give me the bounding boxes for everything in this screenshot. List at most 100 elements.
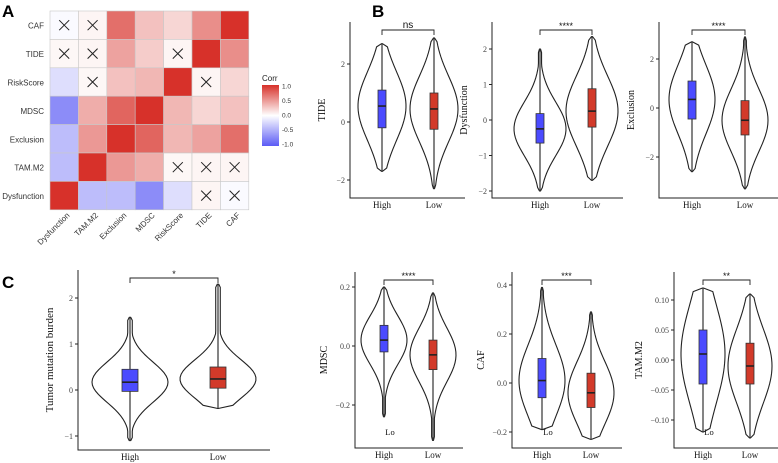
row-label: TIDE	[26, 50, 44, 59]
x-tick-label: High	[531, 200, 550, 210]
heatmap-cell	[106, 67, 136, 97]
heatmap-cell	[106, 152, 136, 182]
nonsignificant-cross-icon	[58, 19, 70, 31]
heatmap-cell	[49, 95, 79, 125]
x-tick-label: High	[373, 200, 392, 210]
y-tick-label: −2	[478, 187, 487, 196]
violin-plot-exclusion: −2 0 2 Exclusion High Low ****	[626, 21, 778, 210]
heatmap-cell	[78, 124, 108, 154]
column-label: Exclusion	[98, 211, 129, 242]
column-label: TAM.M2	[73, 210, 101, 238]
box	[740, 100, 750, 136]
y-tick-label: −0.2	[335, 401, 350, 410]
box	[537, 358, 547, 399]
significance-bracket	[541, 279, 592, 285]
heatmap-cell	[134, 181, 164, 211]
y-axis-label: TAM.M2	[634, 341, 645, 379]
y-axis-label: Exclusion	[626, 90, 637, 130]
heatmap-cell	[134, 10, 164, 40]
y-tick-label: 1	[483, 81, 487, 90]
heatmap-cell	[163, 10, 193, 40]
violin-plot-dysfunction: −2 −1 0 1 2 Dysfunction High Low ****	[459, 21, 623, 210]
y-tick-label: 2	[483, 45, 487, 54]
annotation: Lo	[704, 427, 713, 437]
column-label: TIDE	[194, 211, 213, 230]
significance-label: ****	[711, 21, 726, 31]
y-tick-label: 0	[69, 386, 73, 395]
x-tick-label: High	[683, 200, 702, 210]
heatmap-cell	[49, 124, 79, 154]
y-tick-label: −0.10	[650, 416, 669, 425]
x-tick-label: High	[533, 450, 552, 460]
y-tick-label: 1	[69, 340, 73, 349]
correlation-heatmap: CAFTIDERiskScoreMDSCExclusionTAM.M2Dysfu…	[2, 10, 250, 247]
color-legend: Corr 1.0 0.5 0.0 -0.5 -1.0	[262, 74, 294, 149]
row-label: Exclusion	[10, 135, 44, 144]
column-label: RiskScore	[153, 210, 186, 243]
heatmap-cell	[106, 181, 136, 211]
heatmap-cell	[191, 95, 221, 125]
heatmap-cell	[163, 152, 193, 182]
significance-bracket	[702, 279, 751, 285]
box	[377, 89, 387, 129]
y-tick-label: 0.05	[655, 326, 669, 335]
row-label: CAF	[28, 22, 44, 31]
significance-label: ****	[559, 21, 574, 31]
heatmap-cell	[220, 10, 250, 40]
heatmap-cell	[134, 39, 164, 69]
legend-tick: 0.0	[282, 113, 291, 120]
nonsignificant-cross-icon	[87, 48, 98, 59]
axes	[511, 272, 622, 449]
heatmap-cell	[134, 67, 164, 97]
row-label: MDSC	[20, 107, 44, 116]
legend-tick: -0.5	[282, 127, 294, 134]
significance-label: ns	[403, 20, 414, 31]
heatmap-cell	[163, 181, 193, 211]
significance-label: ***	[561, 271, 572, 281]
significance-bracket	[381, 29, 435, 35]
x-tick-label: Low	[426, 200, 443, 210]
heatmap-cell	[106, 95, 136, 125]
y-tick-label: 0.0	[340, 342, 350, 351]
nonsignificant-cross-icon	[229, 161, 240, 173]
panel-label: B	[372, 2, 384, 21]
y-tick-label: 0	[483, 116, 487, 125]
y-axis-label: TIDE	[317, 99, 328, 122]
x-tick-label: Low	[584, 200, 601, 210]
y-tick-label: 2	[69, 294, 73, 303]
box	[379, 324, 389, 353]
axes	[673, 272, 778, 449]
axes	[491, 22, 623, 199]
y-tick-label: 0.4	[497, 281, 507, 290]
axes	[77, 270, 270, 451]
nonsignificant-cross-icon	[200, 76, 212, 88]
violin-plot-tide: −2 0 2 TIDE High Low ns	[317, 20, 465, 210]
legend-tick: 1.0	[282, 84, 291, 91]
y-tick-label: 0.2	[497, 330, 507, 339]
significance-bracket	[129, 277, 219, 283]
heatmap-cell	[78, 95, 108, 125]
significance-bracket	[539, 29, 593, 35]
box	[745, 342, 755, 385]
heatmap-cell	[220, 95, 250, 125]
nonsignificant-cross-icon	[172, 161, 184, 173]
legend-colorbar	[262, 85, 279, 146]
heatmap-cell	[163, 67, 193, 97]
y-tick-label: −2	[336, 176, 345, 185]
significance-bracket	[383, 279, 434, 285]
annotation: Lo	[385, 427, 394, 437]
heatmap-cell	[106, 10, 136, 40]
y-axis-label: Tumor mutation burden	[44, 307, 56, 412]
heatmap-cell	[191, 124, 221, 154]
x-tick-label: Low	[742, 450, 759, 460]
significance-label: *	[172, 269, 176, 279]
nonsignificant-cross-icon	[58, 48, 70, 59]
violin-plot-caf: −0.2 0.0 0.2 0.4 CAF High Low *** Lo	[476, 271, 622, 460]
x-tick-label: High	[375, 450, 394, 460]
nonsignificant-cross-icon	[229, 190, 240, 201]
y-tick-label: 0.0	[497, 379, 507, 388]
significance-label: ****	[401, 271, 416, 281]
y-tick-label: −1	[478, 152, 487, 161]
y-tick-label: 2	[341, 60, 345, 69]
